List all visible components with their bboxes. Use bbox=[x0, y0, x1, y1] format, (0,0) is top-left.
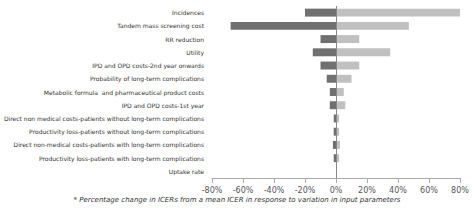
svg-text:Incidences: Incidences bbox=[172, 9, 204, 16]
svg-text:0%: 0% bbox=[330, 186, 343, 195]
svg-text:-60%: -60% bbox=[233, 186, 254, 195]
svg-text:80%: 80% bbox=[451, 186, 469, 195]
svg-text:IPD and OPD costs-1st year: IPD and OPD costs-1st year bbox=[122, 102, 205, 110]
svg-text:40%: 40% bbox=[389, 186, 407, 195]
svg-text:-20%: -20% bbox=[295, 186, 316, 195]
svg-text:20%: 20% bbox=[358, 186, 376, 195]
svg-text:Metabolic formula and pharmac: Metabolic formula and pharmaceutical pro… bbox=[44, 89, 204, 97]
svg-text:Tandem mass screening cost: Tandem mass screening cost bbox=[116, 22, 204, 30]
svg-text:Probability of long-term compl: Probability of long-term complications bbox=[90, 75, 204, 83]
svg-text:-80%: -80% bbox=[202, 186, 223, 195]
svg-text:-40%: -40% bbox=[264, 186, 285, 195]
svg-text:RR reduction: RR reduction bbox=[165, 36, 204, 43]
svg-text:* Percentage change in ICERs f: * Percentage change in ICERs from a mean… bbox=[74, 196, 401, 204]
svg-text:Direct non-medical costs-patie: Direct non-medical costs-patients with l… bbox=[14, 141, 204, 149]
svg-text:Productivity loss-patients wit: Productivity loss-patients without long-… bbox=[29, 128, 204, 136]
svg-text:60%: 60% bbox=[420, 186, 438, 195]
svg-text:IPD and OPD costs-2nd year onw: IPD and OPD costs-2nd year onwards bbox=[92, 62, 204, 70]
svg-text:Direct non medical costs-patie: Direct non medical costs-patients withou… bbox=[4, 115, 204, 123]
svg-text:Uptake rate: Uptake rate bbox=[169, 168, 205, 176]
svg-text:Utility: Utility bbox=[186, 49, 204, 57]
svg-text:Productivity loss-patients wit: Productivity loss-patients with long-ter… bbox=[39, 155, 204, 163]
